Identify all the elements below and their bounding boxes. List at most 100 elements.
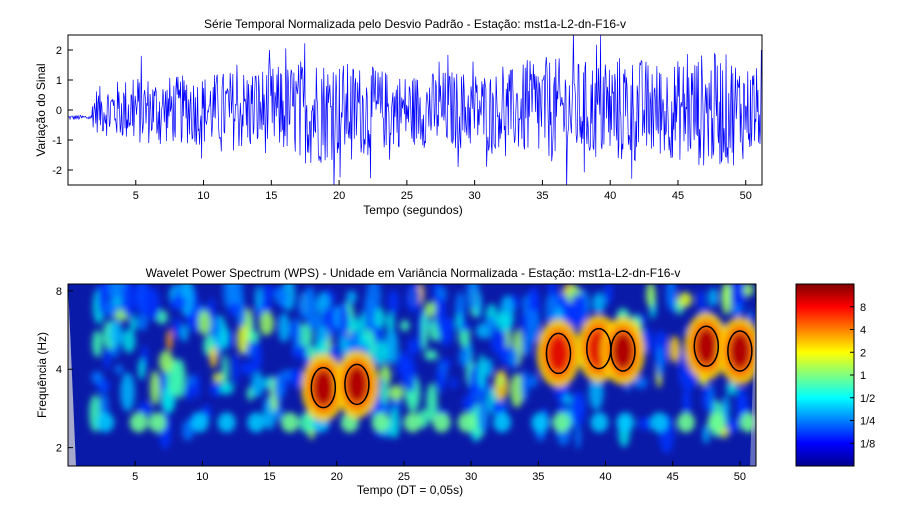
power-blob: [184, 383, 194, 401]
power-blob: [722, 284, 731, 305]
y-tick-label: -1: [52, 135, 62, 147]
high-power-region: [346, 366, 367, 403]
y-tick-label: 0: [56, 105, 62, 117]
power-blob: [289, 321, 297, 341]
power-blob: [241, 361, 255, 376]
power-blob: [122, 284, 136, 318]
power-blob: [251, 372, 265, 398]
wps-panel: Wavelet Power Spectrum (WPS) - Unidade e…: [35, 266, 757, 497]
power-blob: [91, 370, 103, 384]
power-blob: [298, 291, 312, 320]
power-blob: [148, 412, 167, 433]
power-blob: [496, 311, 512, 332]
power-blob: [251, 341, 262, 373]
x-tick-label: 35: [532, 471, 544, 483]
power-blob: [247, 412, 266, 433]
timeseries-line-layer: [68, 35, 762, 185]
power-blob: [477, 353, 486, 393]
power-blob: [462, 394, 478, 412]
colorbar-tick-label: 1/4: [860, 416, 875, 428]
power-blob: [436, 366, 446, 393]
y-tick-label: 8: [56, 286, 62, 298]
power-blob: [96, 412, 115, 433]
colorbar-tick-label: 1/2: [860, 393, 875, 405]
power-blob: [274, 373, 285, 403]
power-blob: [424, 349, 438, 361]
colorbar-tick-label: 1: [860, 370, 866, 382]
power-blob: [493, 412, 512, 433]
power-blob: [103, 347, 111, 370]
power-blob: [562, 393, 573, 406]
power-blob: [386, 312, 395, 332]
power-blob: [122, 329, 136, 353]
power-blob: [722, 394, 730, 424]
colorbar-tick-label: 1/8: [860, 438, 875, 450]
power-blob: [457, 412, 476, 433]
power-blob: [616, 412, 635, 433]
power-blob: [387, 289, 399, 315]
power-blob: [137, 313, 148, 331]
power-blob: [406, 284, 421, 313]
power-blob: [381, 401, 390, 415]
power-blob: [450, 377, 458, 389]
x-tick-label: 45: [672, 190, 684, 202]
significance-contour: [610, 330, 636, 372]
power-blob: [404, 357, 417, 393]
wps-cone-of-influence: [68, 284, 76, 466]
power-blob: [289, 367, 304, 388]
power-blob: [726, 380, 738, 396]
high-power-region: [548, 335, 569, 372]
power-blob: [107, 284, 122, 301]
power-blob: [345, 317, 361, 334]
power-blob: [274, 287, 288, 306]
power-blob: [458, 347, 470, 367]
x-tick-label: 40: [604, 190, 616, 202]
x-tick-label: 50: [734, 471, 746, 483]
power-blob: [114, 364, 124, 375]
power-blob: [466, 284, 479, 310]
power-blob: [172, 317, 182, 339]
power-blob: [496, 374, 504, 388]
power-blob: [278, 312, 290, 343]
power-blob: [432, 412, 451, 433]
power-blob: [109, 319, 123, 348]
high-power-region: [612, 333, 633, 370]
power-blob: [374, 341, 388, 365]
power-blob: [665, 284, 677, 311]
colorbar-tick-label: 2: [860, 347, 866, 359]
power-blob: [170, 295, 187, 311]
power-blob: [166, 329, 173, 351]
x-tick-label: 50: [740, 190, 752, 202]
power-blob: [149, 370, 160, 406]
power-blob: [400, 319, 410, 332]
power-blob: [198, 310, 211, 336]
power-blob: [219, 381, 234, 395]
power-blob: [645, 284, 656, 308]
wps-x-ticks: 5 10 15 20 25 30 35 40 45 50: [132, 461, 746, 483]
x-tick-label: 5: [132, 471, 138, 483]
timeseries-x-ticks: 5 10 15 20 25 30 35 40 45 50: [133, 180, 752, 202]
power-blob: [172, 358, 186, 399]
power-blob: [299, 412, 315, 434]
power-blob: [388, 384, 404, 401]
power-blob: [424, 301, 438, 317]
power-blob: [92, 330, 103, 358]
x-tick-label: 25: [401, 190, 413, 202]
wps-heatmap: [89, 284, 756, 454]
power-blob: [328, 308, 336, 340]
significance-contour: [344, 363, 370, 406]
power-blob: [193, 373, 201, 400]
y-tick-label: 1: [56, 75, 62, 87]
power-blob: [702, 424, 710, 444]
colorbar-ticks: 1/8 1/4 1/2 1 2 4 8: [850, 302, 875, 450]
power-blob: [455, 313, 463, 332]
power-blob: [526, 309, 541, 343]
power-blob: [366, 284, 382, 314]
power-blob: [426, 382, 438, 422]
power-blob: [259, 310, 274, 336]
power-blob: [570, 294, 581, 330]
power-blob: [743, 284, 754, 297]
power-blob: [632, 376, 648, 389]
power-blob: [485, 316, 496, 332]
x-tick-label: 15: [263, 471, 275, 483]
